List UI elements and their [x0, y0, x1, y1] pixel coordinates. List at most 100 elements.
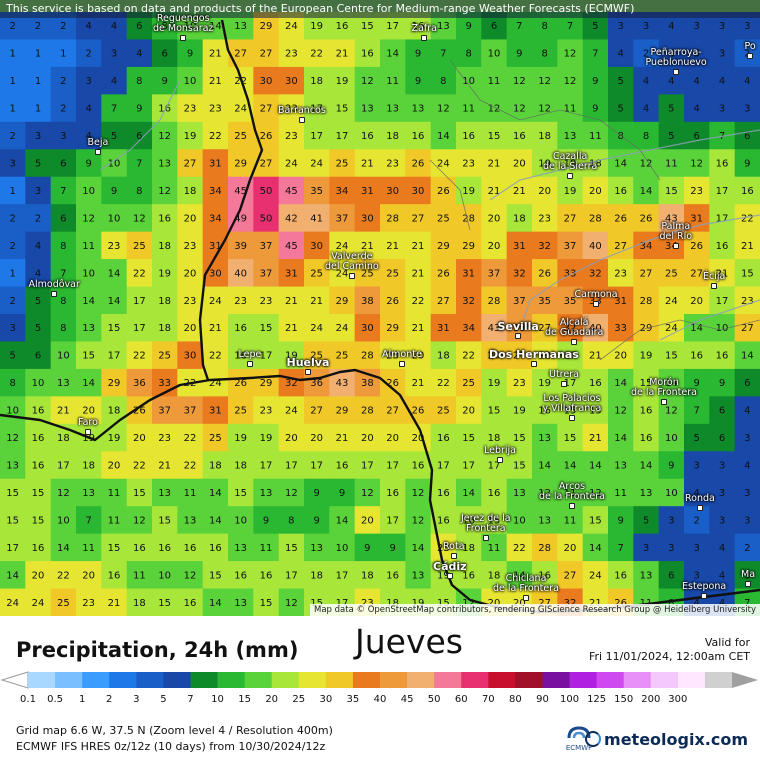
grid-value: 6 — [491, 21, 497, 32]
city-label[interactable]: Carmona — [575, 290, 618, 300]
grid-value: 3 — [668, 543, 674, 554]
grid-value: 21 — [209, 76, 222, 87]
grid-cell — [481, 259, 508, 288]
grid-value: 6 — [60, 213, 66, 224]
precipitation-map[interactable]: 2 2 2 4 4 6 8 10 14 13 29 24 19 16 15 17 16 13 9 6 7 8 7 5 3 3 4 3 3… — [0, 0, 760, 616]
grid-value: 8 — [161, 21, 167, 32]
city-label[interactable]: Almodôvar — [29, 280, 80, 290]
city-label[interactable]: Utrera — [549, 370, 579, 380]
grid-cell — [380, 561, 406, 590]
legend-panel: Precipitation, 24h (mm) Jueves Valid for… — [0, 616, 760, 760]
grid-cell — [405, 66, 432, 95]
city-label[interactable]: Jerez de la Frontera — [461, 514, 511, 534]
city-label[interactable]: Ronda — [685, 494, 715, 504]
city-label[interactable]: Reguengos de Monsaraz — [153, 14, 213, 34]
grid-cell — [50, 314, 77, 343]
grid-value: 13 — [6, 461, 19, 472]
city-label[interactable]: Chiclana de la Frontera — [493, 574, 559, 594]
city-label[interactable]: Po — [745, 42, 756, 52]
city-label[interactable]: Cazalla de la Sierra — [543, 152, 597, 172]
city-label[interactable]: Peñarroya- Pueblonuevo — [646, 48, 707, 68]
grid-cell — [506, 423, 533, 452]
grid-value: 7 — [693, 406, 699, 417]
grid-cell — [481, 231, 508, 260]
grid-value: 12 — [538, 104, 551, 115]
grid-value: 23 — [285, 104, 298, 115]
grid-value: 25 — [386, 268, 399, 279]
grid-cell — [177, 121, 204, 150]
grid-value: 9 — [415, 76, 421, 87]
city-marker — [673, 69, 679, 75]
city-label[interactable]: Cádiz — [433, 561, 467, 572]
map-attribution[interactable]: Map data © OpenStreetMap contributors, r… — [310, 604, 760, 616]
grid-cell — [481, 149, 508, 178]
city-label[interactable]: Arcos de la Frontera — [539, 482, 605, 502]
city-label-line: Los Palacios — [543, 393, 601, 404]
grid-value: 16 — [488, 488, 501, 499]
grid-cell — [608, 423, 634, 452]
grid-cell — [25, 231, 52, 260]
grid-cell — [709, 423, 736, 452]
day-name: Jueves — [355, 622, 463, 661]
grid-value: 30 — [310, 241, 323, 252]
city-label[interactable]: Morón de la Frontera — [631, 378, 697, 398]
city-label[interactable]: Estepona — [682, 582, 726, 592]
meteologix-logo[interactable]: meteologix.com — [585, 730, 748, 749]
grid-cell — [228, 561, 254, 590]
grid-value: 17 — [437, 461, 450, 472]
grid-value: 13 — [437, 21, 450, 32]
grid-cell — [608, 204, 634, 233]
grid-value: 21 — [412, 268, 425, 279]
grid-value: 1 — [60, 49, 66, 60]
grid-value: 19 — [538, 378, 551, 389]
grid-value: 32 — [285, 378, 298, 389]
grid-value: 27 — [260, 104, 273, 115]
grid-value: 30 — [386, 186, 399, 197]
grid-cell — [633, 259, 660, 288]
grid-value: 20 — [488, 241, 501, 252]
grid-value: 29 — [462, 241, 475, 252]
city-label[interactable]: Dos Hermanas — [489, 349, 579, 360]
scale-swatch — [380, 672, 408, 688]
grid-value: 3 — [643, 21, 649, 32]
city-label[interactable]: Beja — [88, 138, 109, 148]
grid-value: 14 — [690, 323, 703, 334]
city-label[interactable]: Zafra — [412, 24, 437, 34]
grid-cell — [481, 368, 508, 397]
city-label[interactable]: Ma — [741, 570, 755, 580]
city-label[interactable]: Huelva — [287, 357, 330, 368]
grid-cell — [253, 506, 280, 535]
city-label[interactable]: Lepe — [239, 350, 262, 360]
city-label[interactable]: Valverde del Camino — [325, 252, 379, 272]
grid-cell — [228, 121, 254, 150]
grid-value: 18 — [488, 570, 501, 581]
grid-cell — [506, 396, 533, 425]
grid-value: 3 — [719, 49, 725, 60]
city-label-line: Almodôvar — [28, 279, 80, 290]
grid-value: 19 — [412, 598, 425, 609]
city-label[interactable]: Rota — [443, 542, 465, 552]
grid-cell — [152, 423, 178, 452]
city-label[interactable]: Barrancos — [278, 106, 326, 116]
grid-value: 9 — [161, 76, 167, 87]
grid-value: 3 — [719, 21, 725, 32]
city-label[interactable]: Écija — [703, 272, 725, 282]
grid-value: 12 — [412, 515, 425, 526]
grid-cell — [684, 506, 710, 535]
grid-value: 15 — [108, 323, 121, 334]
scale-swatch — [109, 672, 137, 688]
city-label[interactable]: Faro — [78, 418, 98, 428]
scale-label: 3 — [133, 694, 139, 705]
grid-value: 19 — [234, 433, 247, 444]
city-label[interactable]: Alcalá de Guadaíra — [545, 318, 603, 338]
grid-cell — [253, 451, 280, 480]
scale-label: 0.5 — [47, 694, 63, 705]
city-label[interactable]: Los Palacios y Villafranca — [543, 394, 602, 414]
city-label[interactable]: Lebrija — [484, 446, 516, 456]
grid-value: 14 — [513, 570, 526, 581]
grid-value: 27 — [386, 406, 399, 417]
grid-cell — [532, 259, 558, 288]
city-label[interactable]: Sevilla — [498, 321, 539, 332]
city-label[interactable]: Palma del Río — [660, 222, 693, 242]
city-label[interactable]: Almonte — [382, 350, 422, 360]
